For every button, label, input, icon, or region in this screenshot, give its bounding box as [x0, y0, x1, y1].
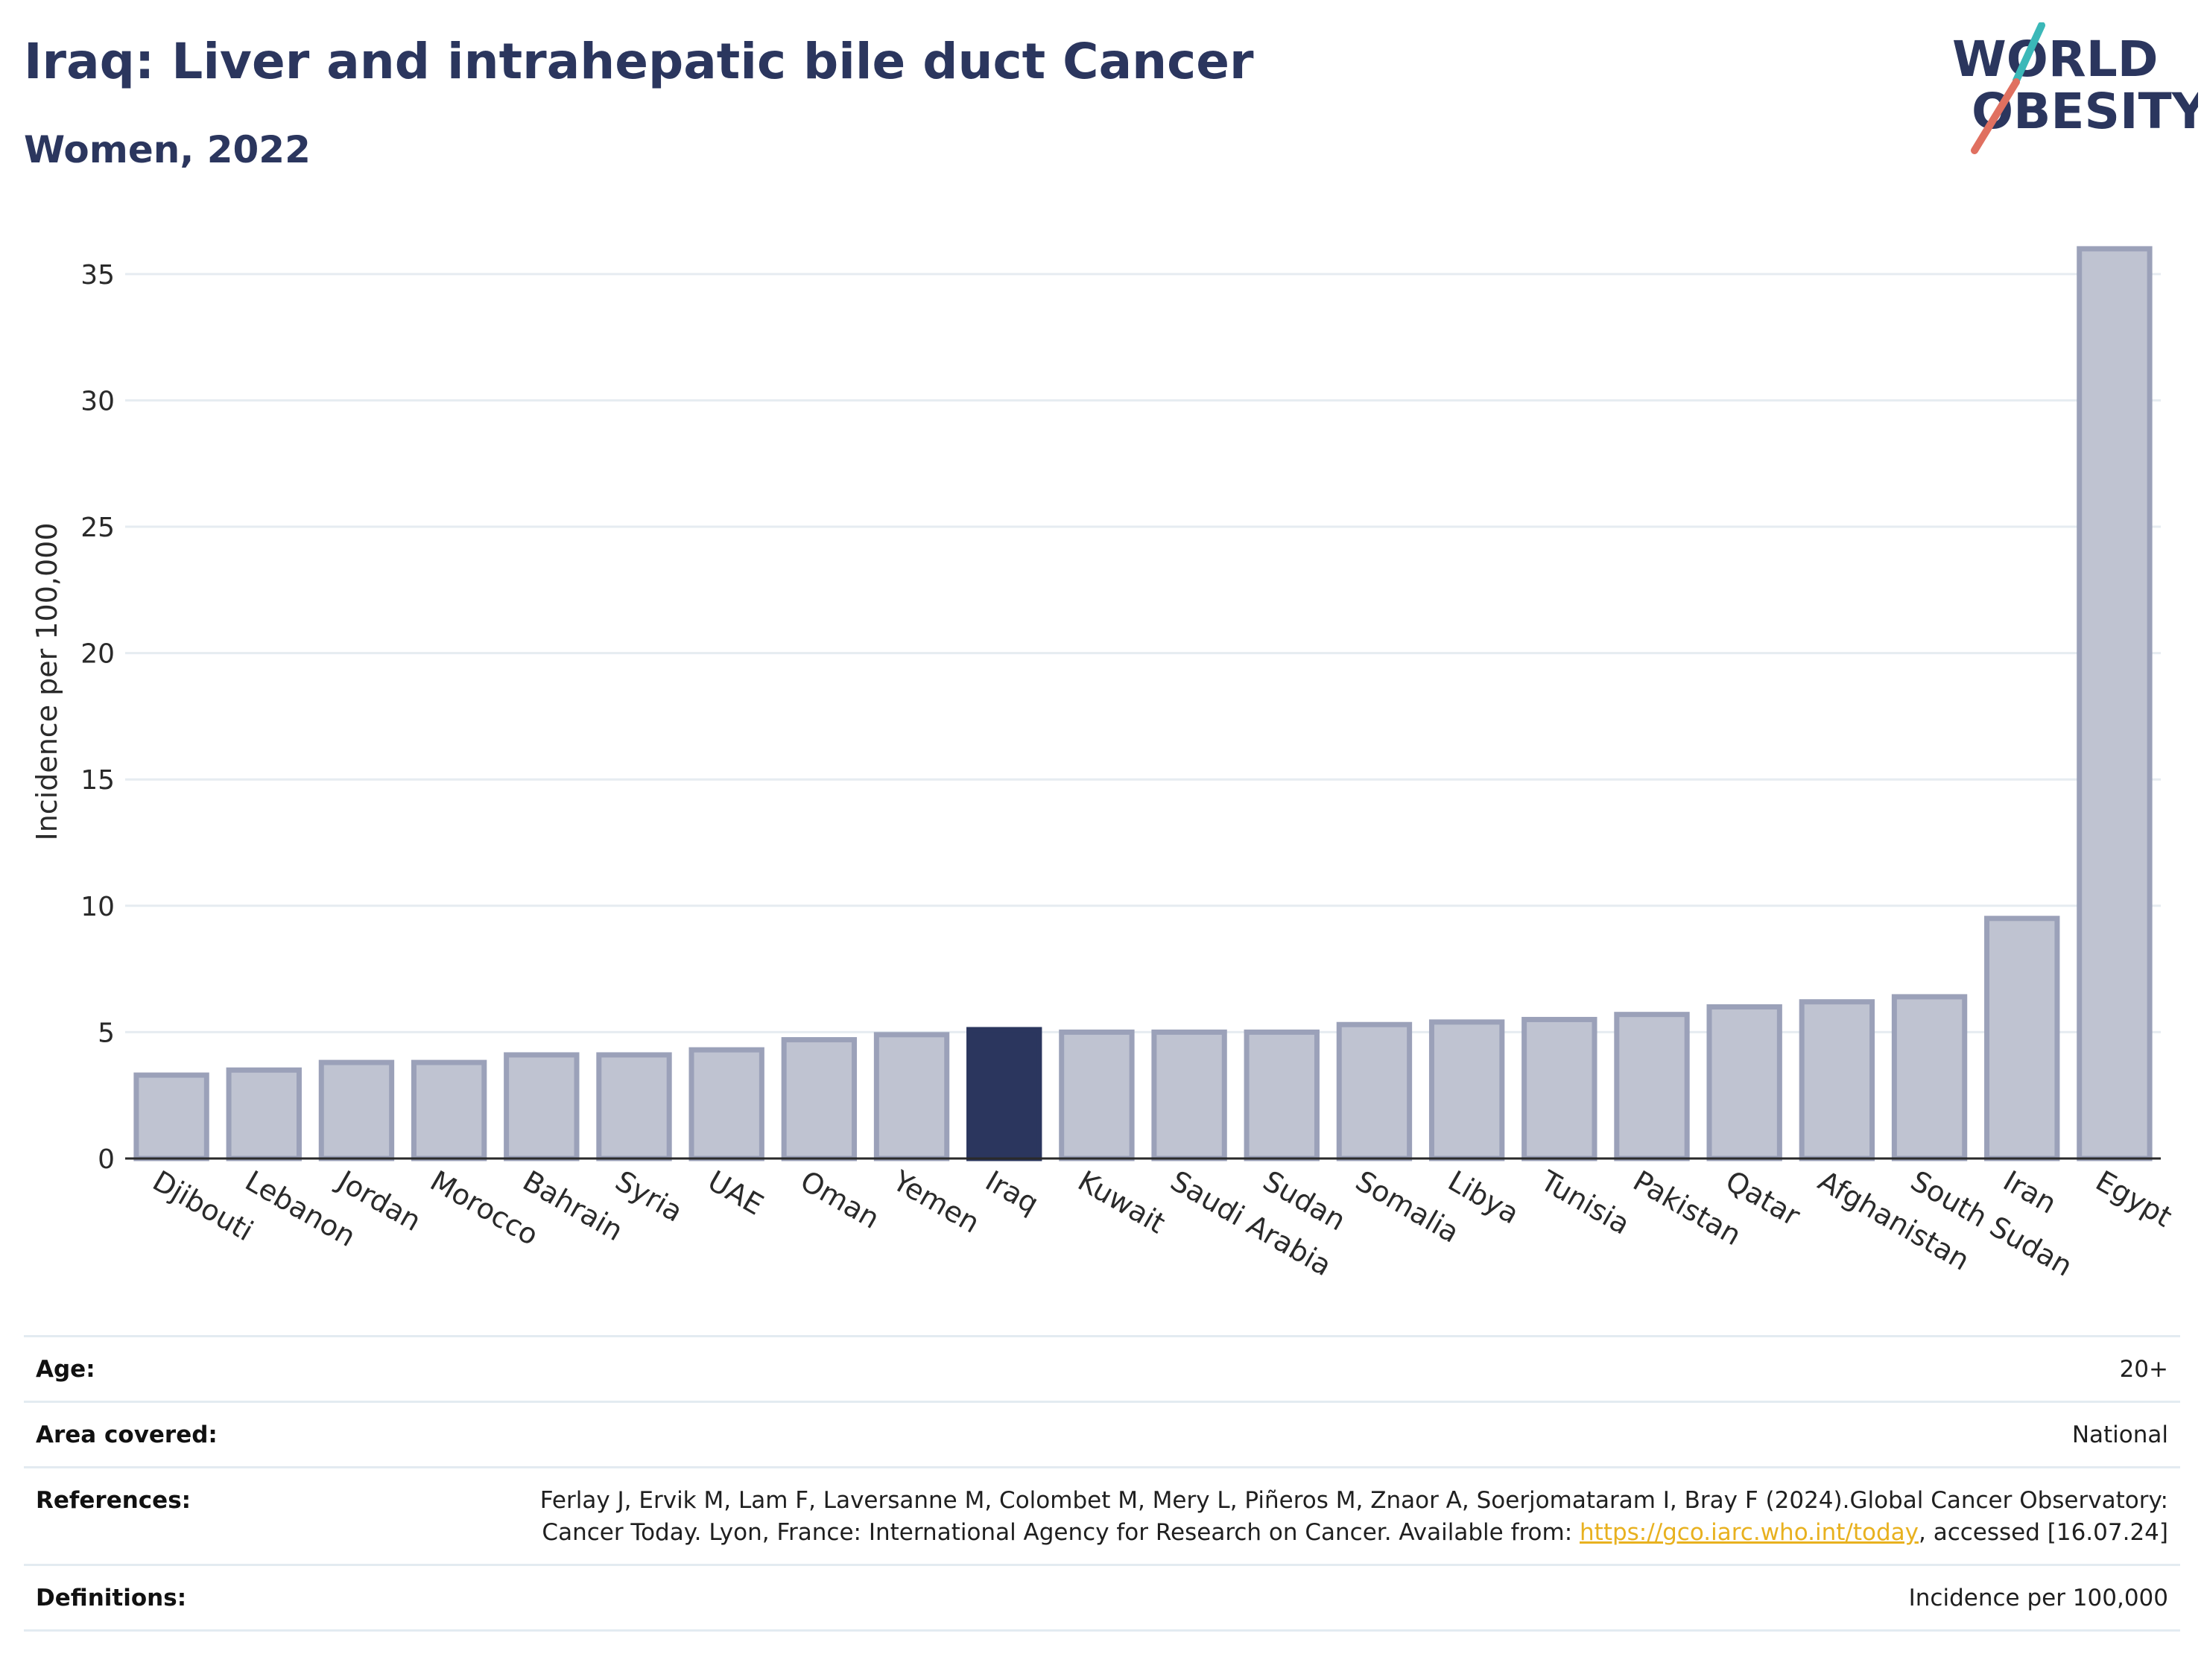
x-tick-yemen: Yemen — [887, 1164, 985, 1240]
age-value: 20+ — [2119, 1356, 2168, 1383]
meta-row-references: References: Ferlay J, Ervik M, Lam F, La… — [24, 1468, 2180, 1566]
x-tick-djibouti: Djibouti — [148, 1164, 259, 1248]
logo-teal-slash — [2013, 22, 2045, 84]
area-value: National — [2071, 1421, 2168, 1448]
bar-qatar — [1706, 1004, 1782, 1161]
bar-iran — [1984, 916, 2060, 1161]
y-tick-10: 10 — [80, 892, 115, 922]
bar-uae — [688, 1047, 764, 1161]
x-tick-somalia: Somalia — [1350, 1164, 1465, 1249]
y-tick-5: 5 — [98, 1018, 115, 1048]
bar-pakistan — [1614, 1012, 1690, 1161]
x-tick-egypt: Egypt — [2090, 1164, 2177, 1234]
chart-subtitle: Women, 2022 — [24, 128, 311, 171]
x-tick-kuwait: Kuwait — [1072, 1164, 1171, 1240]
references-label: References: — [36, 1487, 191, 1514]
x-tick-oman: Oman — [795, 1164, 885, 1235]
bar-afghanistan — [1799, 999, 1875, 1161]
references-link[interactable]: https://gco.iarc.who.int/today — [1580, 1519, 1919, 1546]
bars — [133, 246, 2153, 1161]
bar-chart: 0 5 10 15 20 25 30 35 DjiboutiLebanonJordanMoro… — [31, 246, 2178, 1283]
references-accessed: , accessed [16.07.24] — [1918, 1519, 2168, 1546]
x-tick-labels: DjiboutiLebanonJordanMoroccoBahrainSyria… — [148, 1164, 2178, 1283]
bar-syria — [596, 1052, 672, 1161]
bar-morocco — [411, 1059, 487, 1161]
y-axis-label: Incidence per 100,000 — [31, 522, 63, 840]
metadata-table: Age: 20+ Area covered: National Referenc… — [24, 1335, 2180, 1632]
bar-yemen — [873, 1032, 950, 1161]
x-tick-uae: UAE — [703, 1164, 769, 1222]
y-tick-labels: 0 5 10 15 20 25 30 35 — [80, 260, 115, 1175]
y-tick-25: 25 — [80, 513, 115, 543]
meta-row-age: Age: 20+ — [24, 1337, 2180, 1403]
chart-title: Iraq: Liver and intrahepatic bile duct C… — [24, 33, 1254, 90]
references-text: Ferlay J, Ervik M, Lam F, Laversanne M, … — [539, 1487, 2168, 1546]
x-tick-iran: Iran — [1998, 1164, 2062, 1220]
references-value: Ferlay J, Ervik M, Lam F, Laversanne M, … — [455, 1485, 2168, 1549]
bar-lebanon — [226, 1067, 302, 1161]
bar-jordan — [318, 1059, 395, 1161]
bar-iraq — [966, 1027, 1042, 1161]
y-tick-20: 20 — [80, 639, 115, 670]
logo-coral-slash — [1971, 78, 2020, 154]
y-tick-15: 15 — [80, 765, 115, 796]
bar-somalia — [1336, 1021, 1413, 1161]
bar-oman — [781, 1037, 858, 1161]
bar-sudan — [1244, 1029, 1320, 1161]
age-label: Age: — [36, 1356, 95, 1383]
bar-kuwait — [1059, 1029, 1135, 1161]
x-tick-iraq: Iraq — [980, 1164, 1044, 1220]
meta-row-definitions: Definitions: Incidence per 100,000 — [24, 1566, 2180, 1632]
bar-libya — [1428, 1019, 1505, 1161]
y-tick-30: 30 — [80, 386, 115, 416]
logo-line-1: WORLD — [1952, 31, 2159, 88]
bar-south-sudan — [1891, 994, 1968, 1161]
gridlines — [125, 273, 2161, 1033]
bar-bahrain — [504, 1052, 580, 1161]
area-label: Area covered: — [36, 1421, 218, 1448]
x-tick-tunisia: Tunisia — [1534, 1164, 1635, 1241]
world-obesity-logo: WORLD OBESITY — [1952, 22, 2198, 154]
definitions-label: Definitions: — [36, 1585, 187, 1611]
meta-row-area: Area covered: National — [24, 1403, 2180, 1468]
bar-tunisia — [1521, 1016, 1597, 1161]
bar-egypt — [2077, 246, 2153, 1161]
y-tick-35: 35 — [80, 260, 115, 291]
definitions-value: Incidence per 100,000 — [1908, 1585, 2168, 1611]
bar-djibouti — [133, 1072, 209, 1161]
bar-saudi-arabia — [1151, 1029, 1227, 1161]
y-tick-0: 0 — [98, 1144, 115, 1175]
